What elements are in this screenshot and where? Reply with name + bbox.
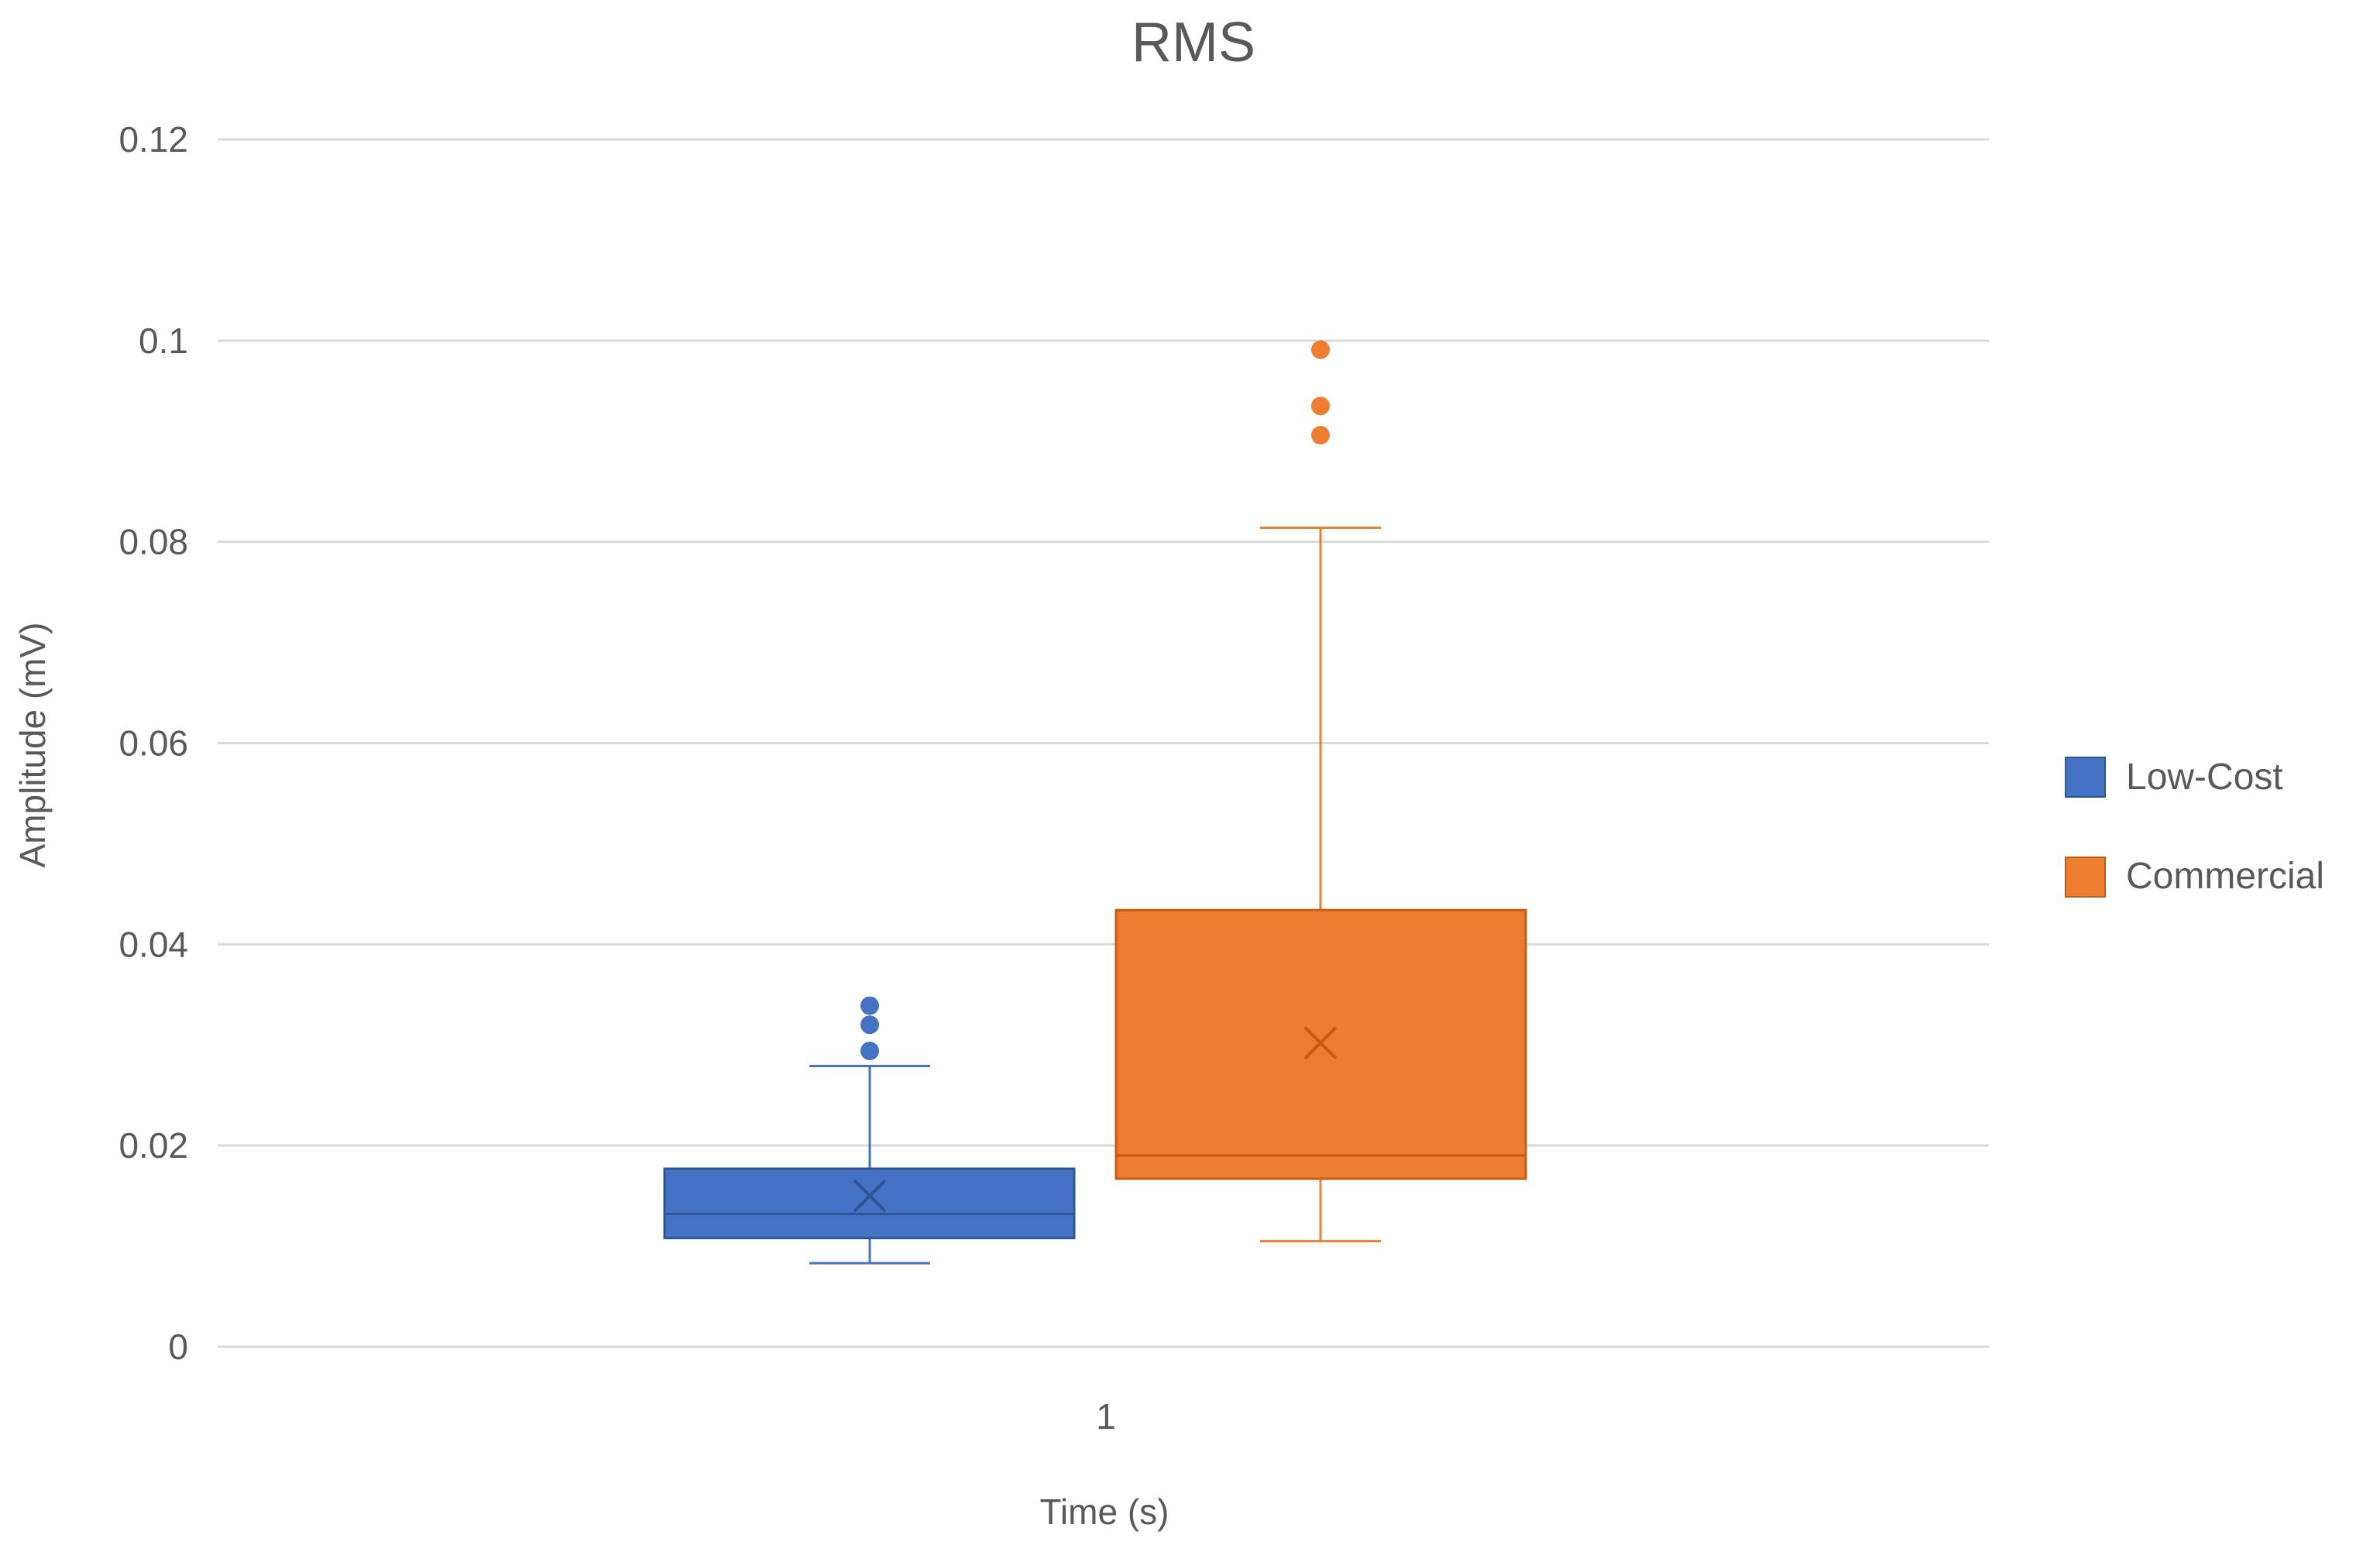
y-tick-label: 0 (168, 1327, 188, 1367)
gridlines (218, 138, 1989, 1147)
x-axis-title: Time (s) (1040, 1492, 1169, 1532)
legend-swatch-commercial (2065, 857, 2106, 898)
mean-marker (1303, 1026, 1338, 1060)
legend-label-low-cost: Low-Cost (2126, 757, 2283, 798)
chart-title: RMS (1132, 12, 1255, 74)
iqr-box (663, 1167, 1076, 1240)
outlier-point (860, 1015, 879, 1035)
box-series-low-cost (663, 996, 1076, 1265)
y-axis-tick-labels: 0 0.02 0.04 0.06 0.08 0.1 0.12 (118, 119, 188, 1367)
y-axis-title: Amplitude (mV) (12, 623, 53, 868)
outlier-point (1311, 425, 1330, 445)
outlier-point (860, 1042, 879, 1061)
y-tick-label: 0.02 (118, 1125, 188, 1166)
y-tick-label: 0.06 (118, 723, 188, 764)
outlier-point (860, 996, 879, 1015)
x-tick-label: 1 (1096, 1396, 1116, 1437)
y-tick-label: 0.12 (118, 119, 188, 160)
outlier-point (1311, 397, 1330, 416)
y-tick-label: 0.08 (118, 522, 188, 562)
y-tick-label: 0.04 (118, 924, 188, 964)
box-series-commercial (1114, 340, 1527, 1243)
y-tick-label: 0.1 (139, 321, 188, 361)
legend-label-commercial: Commercial (2126, 856, 2324, 897)
mean-marker (853, 1179, 887, 1213)
outlier-point (1311, 340, 1330, 359)
box-series (663, 340, 1527, 1265)
legend: Low-Cost Commercial (2065, 757, 2324, 898)
legend-swatch-low-cost (2065, 757, 2106, 798)
